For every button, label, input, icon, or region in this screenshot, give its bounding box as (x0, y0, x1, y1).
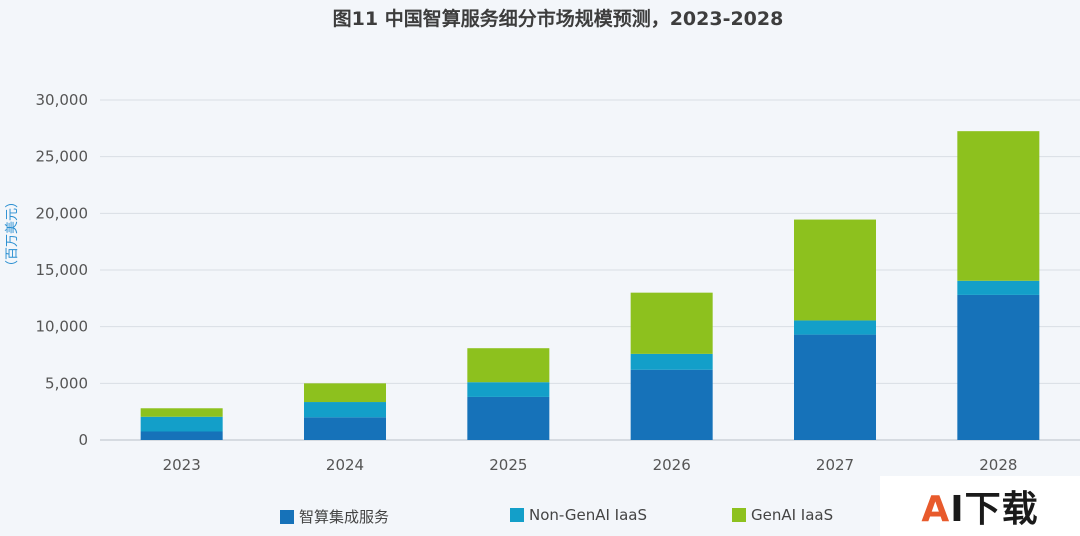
bar-segment-2026-2 (630, 292, 713, 354)
bar-segment-2025-2 (467, 348, 550, 383)
bar-segment-2023-1 (140, 416, 223, 432)
grid-lines (100, 99, 1080, 441)
bar-segment-2026-1 (630, 353, 713, 370)
bar-segment-2024-1 (304, 402, 386, 418)
y-axis-ticks: 0 5,000 10,000 15,000 20,000 25,000 30,000 (36, 91, 89, 449)
bar-segment-2026-0 (630, 369, 713, 440)
y-tick-label: 5,000 (45, 374, 88, 392)
bar-segment-2028-2 (957, 131, 1040, 281)
y-tick-label: 10,000 (36, 318, 89, 336)
legend-item: Non-GenAI IaaS (510, 506, 647, 524)
bar-segment-2027-1 (794, 320, 876, 335)
y-axis-label: （百万美元） (5, 195, 20, 273)
bar-segment-2024-2 (304, 383, 386, 403)
bar-segment-2027-2 (794, 219, 876, 321)
x-tick-label: 2023 (163, 456, 201, 474)
y-tick-label: 0 (78, 431, 88, 449)
bar-segment-2028-1 (957, 280, 1040, 295)
legend-swatch (732, 508, 746, 522)
y-tick-label: 25,000 (36, 148, 89, 166)
legend-label: Non-GenAI IaaS (529, 506, 648, 524)
x-tick-label: 2027 (816, 456, 854, 474)
bars (140, 131, 1040, 440)
y-tick-label: 15,000 (36, 261, 89, 279)
x-tick-label: 2028 (979, 456, 1017, 474)
legend: 智算集成服务 Non-GenAI IaaS GenAI IaaS (0, 506, 1080, 532)
x-tick-label: 2025 (489, 456, 527, 474)
y-tick-label: 30,000 (36, 91, 89, 109)
bar-segment-2025-1 (467, 382, 550, 397)
legend-swatch (280, 509, 294, 524)
legend-item: GenAI IaaS (732, 506, 833, 524)
x-axis-ticks: 2023 2024 2025 2026 2027 2028 (163, 456, 1018, 474)
bar-segment-2028-0 (957, 294, 1040, 440)
legend-label: 智算集成服务 (299, 508, 390, 526)
bar-segment-2025-0 (467, 396, 550, 440)
chart-title: 图11 中国智算服务细分市场规模预测，2023-2028 (332, 8, 784, 30)
stacked-bar-chart: 0 5,000 10,000 15,000 20,000 25,000 30,000 202… (5, 91, 1080, 474)
legend-item: 智算集成服务 (280, 506, 389, 527)
x-tick-label: 2024 (326, 456, 364, 474)
watermark-logo: AI下载 (880, 476, 1080, 536)
bar-segment-2027-0 (794, 334, 876, 440)
legend-label: GenAI IaaS (751, 506, 834, 524)
x-tick-label: 2026 (653, 456, 691, 474)
bar-segment-2024-0 (304, 417, 386, 440)
bar-segment-2023-0 (140, 431, 223, 440)
y-tick-label: 20,000 (36, 204, 89, 222)
bar-segment-2023-2 (140, 408, 223, 417)
legend-swatch (510, 508, 524, 522)
